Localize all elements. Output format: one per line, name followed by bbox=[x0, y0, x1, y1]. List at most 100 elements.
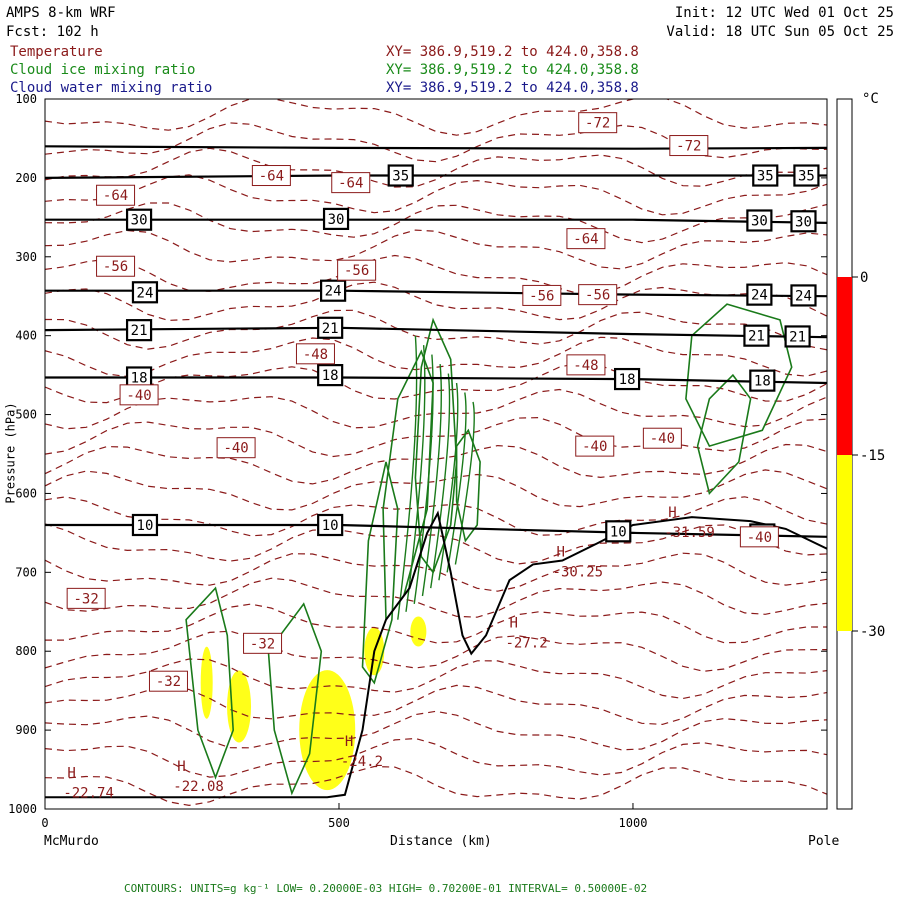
svg-text:21: 21 bbox=[789, 329, 806, 345]
svg-text:-64: -64 bbox=[103, 188, 128, 204]
temperature-contour-20 bbox=[45, 630, 827, 672]
ice-contour-2 bbox=[455, 428, 481, 543]
isentrope-label-11: 21 bbox=[784, 325, 811, 348]
temperature-contour-9 bbox=[45, 336, 827, 378]
svg-text:-48: -48 bbox=[573, 358, 598, 374]
svg-text:-27.2: -27.2 bbox=[505, 636, 547, 652]
ice-contour-1 bbox=[382, 349, 434, 623]
shade-yellow-1 bbox=[299, 670, 356, 791]
temperature-contour-2 bbox=[45, 147, 827, 188]
temperature-label-19: -32 bbox=[148, 670, 188, 692]
temperature-contour-25 bbox=[45, 765, 827, 807]
svg-text:30: 30 bbox=[751, 213, 768, 229]
field-name-cloud-ice: Cloud ice mixing ratio bbox=[10, 62, 196, 78]
svg-text:21: 21 bbox=[748, 329, 765, 345]
isentrope-label-0: 10 bbox=[131, 513, 159, 537]
plot-frame bbox=[44, 98, 828, 810]
extremum-5: H -31.59 bbox=[664, 505, 715, 541]
extremum-2: H -24.2 bbox=[341, 734, 383, 770]
temperature-contour-6 bbox=[45, 254, 827, 295]
temperature-label-5: -64 bbox=[566, 228, 606, 250]
colorbar-tick-label-1: -15 bbox=[860, 448, 885, 464]
isentrope-label-10: 21 bbox=[743, 324, 770, 347]
y-tick-label-9: 1000 bbox=[8, 802, 37, 816]
ice-plume-4 bbox=[430, 373, 451, 589]
svg-text:-64: -64 bbox=[573, 232, 598, 248]
forecast-hour: Fcst: 102 h bbox=[6, 24, 99, 40]
svg-text:24: 24 bbox=[795, 288, 812, 304]
svg-text:H: H bbox=[668, 505, 676, 521]
svg-text:-22.08: -22.08 bbox=[173, 779, 224, 795]
isentrope-line-4 bbox=[45, 218, 827, 224]
svg-text:-40: -40 bbox=[126, 388, 151, 404]
model-title: AMPS 8-km WRF bbox=[6, 5, 116, 21]
colorbar-tick-label-2: -30 bbox=[860, 624, 885, 640]
svg-text:21: 21 bbox=[322, 321, 339, 337]
ice-plume-2 bbox=[413, 354, 434, 604]
ice-contour-6 bbox=[696, 373, 752, 496]
field-name-temperature: Temperature bbox=[10, 44, 103, 60]
svg-text:-56: -56 bbox=[103, 259, 128, 275]
y-tick-label-5: 600 bbox=[15, 486, 37, 500]
svg-text:-72: -72 bbox=[585, 116, 610, 132]
ice-plume-3 bbox=[421, 364, 442, 597]
temperature-contour-16 bbox=[45, 523, 827, 565]
temperature-label-14: -40 bbox=[575, 435, 615, 457]
svg-text:-24.2: -24.2 bbox=[341, 754, 383, 770]
x-right-label: Pole bbox=[808, 834, 840, 849]
temperature-label-16: -40 bbox=[739, 526, 779, 548]
terrain-line bbox=[45, 510, 827, 799]
ice-contour-5 bbox=[685, 303, 793, 448]
colorbar-band-red bbox=[837, 277, 852, 455]
svg-text:-40: -40 bbox=[582, 439, 607, 455]
svg-text:H: H bbox=[345, 734, 353, 750]
isentrope-line-2 bbox=[45, 326, 827, 339]
extremum-1: H -22.08 bbox=[173, 759, 224, 795]
temperature-label-2: -64 bbox=[96, 184, 136, 206]
temperature-label-3: -64 bbox=[251, 165, 291, 187]
isentrope-label-6: 18 bbox=[613, 367, 641, 391]
isentrope-label-12: 24 bbox=[131, 281, 159, 304]
x-tick-label-1: 500 bbox=[328, 816, 350, 830]
shade-yellow-4 bbox=[200, 646, 213, 719]
isentrope-label-20: 35 bbox=[387, 164, 414, 187]
ice-contour-3 bbox=[361, 461, 399, 685]
temperature-label-13: -40 bbox=[216, 437, 256, 459]
temperature-label-9: -56 bbox=[578, 284, 618, 306]
svg-text:H: H bbox=[177, 759, 185, 775]
temperature-contour-17 bbox=[45, 552, 827, 592]
colorbar: 0 -15 -30 bbox=[836, 98, 885, 810]
y-tick-label-8: 900 bbox=[15, 723, 37, 737]
temperature-contour-14 bbox=[45, 469, 827, 511]
temperature-contour-5 bbox=[45, 229, 827, 270]
extremum-3: H -27.2 bbox=[505, 616, 547, 652]
ice-contour-7 bbox=[267, 602, 323, 796]
temperature-label-7: -56 bbox=[337, 259, 377, 281]
isentrope-label-13: 24 bbox=[320, 279, 347, 302]
terrain-outline bbox=[45, 510, 827, 799]
valid-time: Valid: 18 UTC Sun 05 Oct 25 bbox=[666, 24, 894, 40]
x-left-label: McMurdo bbox=[44, 834, 99, 849]
temperature-contour-19 bbox=[45, 603, 827, 644]
isentrope-label-18: 30 bbox=[746, 209, 773, 232]
temperature-contour-4 bbox=[45, 202, 827, 244]
isentrope-label-19: 30 bbox=[790, 210, 817, 233]
isentrope-label-16: 30 bbox=[125, 208, 153, 231]
svg-text:-31.59: -31.59 bbox=[664, 525, 715, 541]
isentrope-line-5 bbox=[45, 174, 827, 179]
temperature-label-12: -40 bbox=[119, 384, 159, 406]
temperature-label-15: -40 bbox=[642, 427, 682, 449]
svg-text:-32: -32 bbox=[74, 591, 99, 607]
x-tick-label-2: 1000 bbox=[619, 816, 648, 830]
colorbar-band-yellow bbox=[837, 455, 852, 631]
svg-text:-72: -72 bbox=[676, 139, 701, 155]
temperature-contour-1 bbox=[45, 122, 827, 163]
svg-text:-22.74: -22.74 bbox=[63, 785, 114, 801]
svg-text:21: 21 bbox=[131, 323, 148, 339]
svg-text:-40: -40 bbox=[747, 530, 772, 546]
svg-text:H: H bbox=[557, 545, 565, 561]
svg-text:18: 18 bbox=[619, 372, 636, 388]
temperature-shading bbox=[200, 616, 427, 791]
svg-text:18: 18 bbox=[322, 368, 339, 384]
isentrope-label-15: 24 bbox=[790, 284, 817, 307]
